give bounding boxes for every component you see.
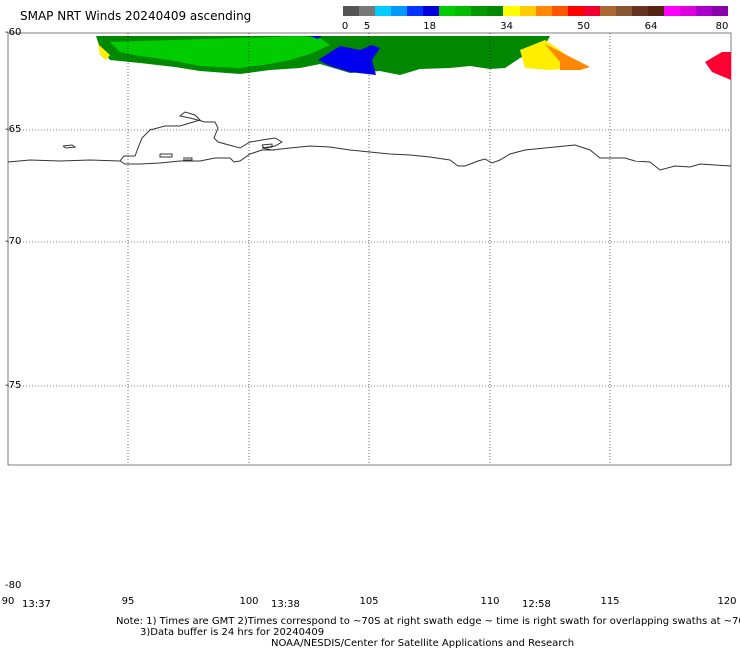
colorbar-label: 50 bbox=[577, 21, 590, 32]
lon-label-95: 95 bbox=[121, 596, 135, 607]
colorbar-segment bbox=[583, 6, 600, 16]
lat-label-65: -65 bbox=[5, 124, 22, 135]
grid-lines bbox=[8, 33, 731, 465]
colorbar-segment bbox=[647, 6, 664, 16]
lat-label-80: -80 bbox=[5, 580, 22, 591]
wind-region-red bbox=[705, 52, 731, 80]
colorbar-segment bbox=[615, 6, 632, 16]
wind-region-green bbox=[110, 36, 330, 68]
colorbar-segment bbox=[471, 6, 488, 16]
colorbar-segment bbox=[375, 6, 392, 16]
colorbar-segment bbox=[696, 6, 713, 16]
colorbar-label: 0 bbox=[341, 21, 349, 32]
footnotes: Note: 1) Times are GMT 2)Times correspon… bbox=[116, 616, 740, 649]
swath-time-1: 13:37 bbox=[22, 599, 51, 610]
colorbar-segment bbox=[551, 6, 568, 16]
lon-label-110: 110 bbox=[480, 596, 500, 607]
note-line-2: 3)Data buffer is 24 hrs for 20240409 bbox=[140, 627, 325, 638]
colorbar-segment bbox=[503, 6, 520, 16]
lat-label-60: -60 bbox=[5, 27, 22, 38]
colorbar-segment bbox=[391, 6, 408, 16]
wind-speed-colorbar bbox=[343, 6, 729, 16]
map-frame bbox=[7, 32, 732, 466]
colorbar-segment bbox=[343, 6, 360, 16]
note-line-3: NOAA/NESDIS/Center for Satellite Applica… bbox=[271, 638, 575, 649]
lon-label-120: 120 bbox=[717, 596, 737, 607]
colorbar-segment bbox=[679, 6, 697, 16]
colorbar-segment bbox=[663, 6, 680, 16]
colorbar-label: 64 bbox=[644, 21, 658, 32]
wind-map bbox=[7, 32, 732, 466]
colorbar-segment bbox=[535, 6, 552, 16]
colorbar-segment bbox=[599, 6, 616, 16]
wind-region-blue-top bbox=[310, 36, 322, 39]
wind-region-yellow-left bbox=[98, 44, 110, 60]
lon-label-105: 105 bbox=[359, 596, 379, 607]
colorbar-segment bbox=[567, 6, 584, 16]
note-line-1: Note: 1) Times are GMT 2)Times correspon… bbox=[116, 616, 740, 627]
swath-time-2: 13:38 bbox=[271, 599, 300, 610]
colorbar-segment bbox=[439, 6, 456, 16]
lat-label-70: -70 bbox=[5, 236, 22, 247]
wind-region-orange bbox=[545, 44, 590, 70]
colorbar-segment bbox=[519, 6, 536, 16]
wind-region-blue bbox=[318, 45, 380, 75]
colorbar-label: 34 bbox=[500, 21, 513, 32]
lon-label-100: 100 bbox=[239, 596, 259, 607]
colorbar-segment bbox=[487, 6, 504, 16]
colorbar-segment bbox=[359, 6, 376, 16]
lon-label-90: 90 bbox=[1, 596, 15, 607]
lat-label-75: -75 bbox=[5, 380, 22, 391]
map-title: SMAP NRT Winds 20240409 ascending bbox=[20, 9, 252, 23]
colorbar-segment bbox=[712, 6, 729, 16]
colorbar-label: 18 bbox=[423, 21, 436, 32]
colorbar-label: 5 bbox=[363, 21, 371, 32]
lon-label-115: 115 bbox=[600, 596, 620, 607]
colorbar-segment bbox=[407, 6, 424, 16]
wind-swath bbox=[96, 36, 731, 80]
colorbar-label: 80 bbox=[715, 21, 729, 32]
colorbar-segment bbox=[631, 6, 648, 16]
colorbar-segment bbox=[423, 6, 440, 16]
colorbar-segment bbox=[455, 6, 472, 16]
swath-time-3: 12:58 bbox=[522, 599, 551, 610]
coastline bbox=[7, 111, 732, 171]
